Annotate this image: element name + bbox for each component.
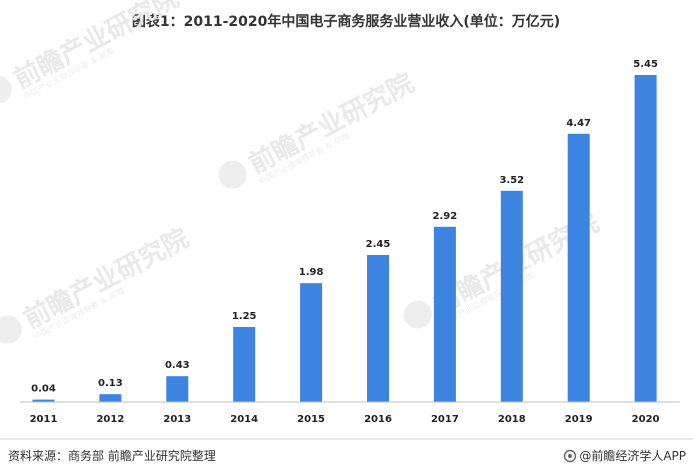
watermark-logo-icon <box>0 315 22 344</box>
watermark-text: 前瞻产业研究院 <box>19 222 194 335</box>
brand-logo-dot <box>568 454 572 458</box>
bar-2020 <box>634 75 657 402</box>
value-label-2015: 1.98 <box>299 267 324 278</box>
source-note: 资料来源：商务部 前瞻产业研究院整理 <box>8 448 216 463</box>
watermark: 前瞻产业研究院 中国产业咨询领导者 ＆ 前瞻 <box>218 67 419 189</box>
bar-2017 <box>433 226 456 402</box>
x-tick-label-2020: 2020 <box>632 414 660 425</box>
watermark-logo-icon <box>0 75 12 104</box>
value-label-2013: 0.43 <box>165 360 190 371</box>
brand-logo-icon <box>563 449 577 463</box>
watermark-text: 前瞻产业研究院 <box>244 67 419 180</box>
watermark-logo-icon <box>403 300 432 329</box>
value-label-2012: 0.13 <box>98 378 123 389</box>
value-label-2018: 3.52 <box>499 175 524 186</box>
bar-2014 <box>233 327 256 402</box>
watermark-text: 前瞻产业研究院 <box>9 0 184 95</box>
x-tick-label-2019: 2019 <box>565 414 593 425</box>
bar-2013 <box>166 376 189 402</box>
value-label-2011: 0.04 <box>31 384 56 395</box>
chart-title: 图表1：2011-2020年中国电子商务服务业营业收入(单位：万亿元) <box>132 13 560 30</box>
watermark-logo-icon <box>218 160 247 189</box>
x-tick-label-2011: 2011 <box>30 414 58 425</box>
x-tick-label-2015: 2015 <box>297 414 325 425</box>
bar-2011 <box>32 399 55 402</box>
bar-group <box>32 75 657 403</box>
watermark: 前瞻产业研究院 中国产业咨询领导者 ＆ 前瞻 <box>0 0 184 104</box>
x-tick-label-2012: 2012 <box>96 414 124 425</box>
x-tick-label-2018: 2018 <box>498 414 526 425</box>
bar-2019 <box>567 133 590 403</box>
x-tick-label-2014: 2014 <box>230 414 258 425</box>
watermark: 前瞻产业研究院 中国产业咨询领导者 ＆ 前瞻 <box>0 222 194 344</box>
value-label-2017: 2.92 <box>433 211 458 222</box>
bar-2012 <box>99 394 122 402</box>
value-label-2016: 2.45 <box>366 239 391 250</box>
x-tick-label-2016: 2016 <box>364 414 392 425</box>
bar-2015 <box>300 283 323 402</box>
brand-text: @前瞻经济学人APP <box>579 448 686 463</box>
value-label-2020: 5.45 <box>633 59 658 70</box>
x-tick-label-group: 2011 2012 2013 2014 2015 2016 2017 2018 2019 2020 <box>30 414 660 425</box>
brand-credit: @前瞻经济学人APP <box>563 448 686 463</box>
bar-2016 <box>367 255 389 402</box>
value-label-group: 0.04 0.13 0.43 1.25 1.98 2.45 2.92 3.52 4.47 5.45 <box>31 59 658 395</box>
value-label-2019: 4.47 <box>566 118 591 129</box>
x-tick-label-2013: 2013 <box>163 414 191 425</box>
value-label-2014: 1.25 <box>232 311 257 322</box>
x-tick-label-2017: 2017 <box>431 414 459 425</box>
bar-2018 <box>500 190 523 402</box>
